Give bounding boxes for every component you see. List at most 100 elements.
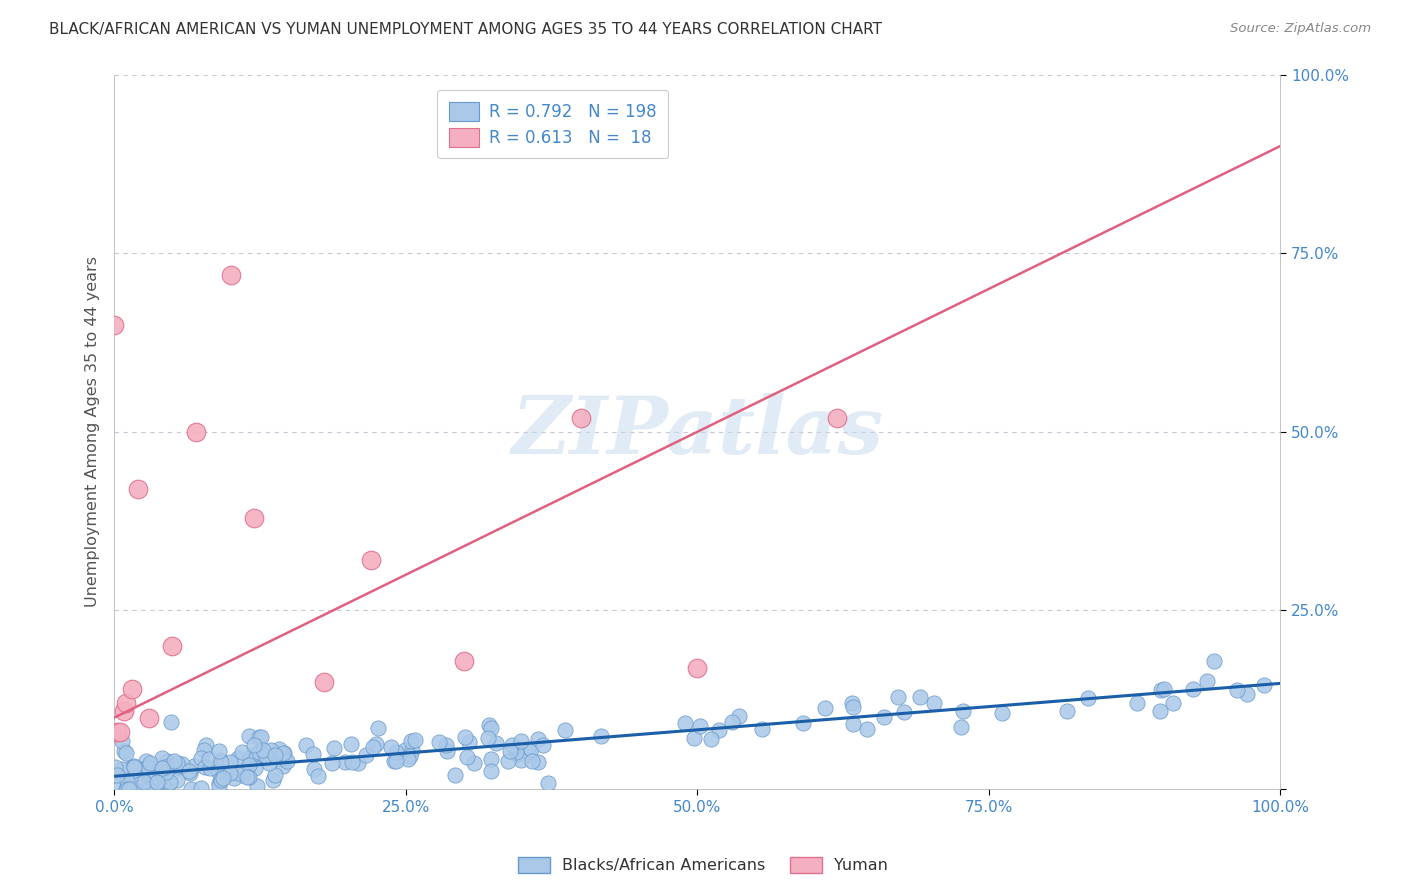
Point — [172, 756, 194, 771]
Point — [385, 745, 408, 759]
Point — [193, 743, 215, 757]
Point — [855, 723, 877, 737]
Point — [180, 782, 202, 797]
Point — [262, 772, 284, 787]
Point — [112, 704, 135, 718]
Point — [367, 722, 389, 736]
Point — [190, 751, 212, 765]
Point — [792, 716, 814, 731]
Point — [179, 766, 201, 780]
Point — [184, 425, 207, 439]
Point — [436, 744, 458, 758]
Point — [132, 775, 155, 789]
Point — [683, 731, 706, 745]
Point — [139, 756, 162, 771]
Point — [249, 743, 271, 757]
Point — [208, 744, 231, 758]
Point — [163, 754, 186, 768]
Point — [519, 741, 541, 756]
Point — [569, 410, 592, 425]
Point — [156, 759, 179, 773]
Legend: Blacks/African Americans, Yuman: Blacks/African Americans, Yuman — [512, 850, 894, 880]
Point — [501, 738, 523, 752]
Point — [131, 764, 153, 778]
Point — [160, 715, 183, 730]
Point — [209, 772, 232, 787]
Point — [231, 745, 253, 759]
Point — [105, 725, 128, 739]
Point — [477, 731, 499, 745]
Point — [257, 756, 280, 771]
Point — [108, 766, 131, 780]
Point — [243, 510, 266, 524]
Point — [103, 318, 125, 332]
Point — [1226, 682, 1249, 697]
Point — [526, 755, 548, 769]
Point — [157, 776, 180, 790]
Point — [454, 731, 477, 745]
Point — [814, 701, 837, 715]
Point — [153, 760, 176, 774]
Point — [589, 729, 612, 743]
Point — [399, 734, 422, 748]
Point — [226, 751, 249, 765]
Point — [302, 762, 325, 776]
Point — [240, 747, 263, 762]
Point — [135, 781, 157, 796]
Point — [135, 755, 157, 769]
Point — [1195, 674, 1218, 689]
Point — [108, 725, 131, 739]
Point — [686, 660, 709, 674]
Point — [991, 706, 1014, 720]
Point — [198, 752, 221, 766]
Point — [238, 771, 260, 785]
Point — [427, 735, 450, 749]
Point — [323, 740, 346, 755]
Point — [510, 734, 533, 748]
Point — [148, 764, 170, 778]
Point — [115, 782, 138, 797]
Point — [887, 690, 910, 705]
Point — [209, 755, 232, 769]
Point — [252, 742, 274, 756]
Point — [728, 709, 751, 723]
Point — [131, 776, 153, 790]
Point — [239, 751, 262, 765]
Point — [841, 697, 863, 711]
Point — [162, 639, 184, 653]
Point — [198, 761, 221, 775]
Point — [506, 747, 529, 761]
Point — [1253, 678, 1275, 692]
Point — [485, 736, 508, 750]
Point — [211, 771, 233, 785]
Point — [166, 773, 188, 788]
Point — [825, 410, 848, 425]
Point — [498, 744, 520, 758]
Point — [1126, 697, 1149, 711]
Point — [243, 761, 266, 775]
Point — [138, 760, 160, 774]
Point — [138, 711, 160, 725]
Point — [118, 782, 141, 797]
Point — [271, 746, 294, 760]
Point — [364, 737, 387, 751]
Point — [190, 780, 212, 795]
Point — [294, 738, 316, 752]
Point — [250, 731, 273, 745]
Text: ZIPatlas: ZIPatlas — [512, 393, 883, 471]
Point — [873, 710, 896, 724]
Point — [276, 755, 298, 769]
Point — [922, 697, 945, 711]
Point — [226, 765, 249, 780]
Point — [167, 760, 190, 774]
Point — [120, 769, 142, 783]
Text: Source: ZipAtlas.com: Source: ZipAtlas.com — [1230, 22, 1371, 36]
Point — [273, 746, 295, 760]
Point — [404, 732, 426, 747]
Point — [132, 778, 155, 792]
Point — [689, 718, 711, 732]
Text: BLACK/AFRICAN AMERICAN VS YUMAN UNEMPLOYMENT AMONG AGES 35 TO 44 YEARS CORRELATI: BLACK/AFRICAN AMERICAN VS YUMAN UNEMPLOY… — [49, 22, 882, 37]
Point — [700, 732, 723, 747]
Point — [347, 756, 370, 770]
Point — [1077, 691, 1099, 706]
